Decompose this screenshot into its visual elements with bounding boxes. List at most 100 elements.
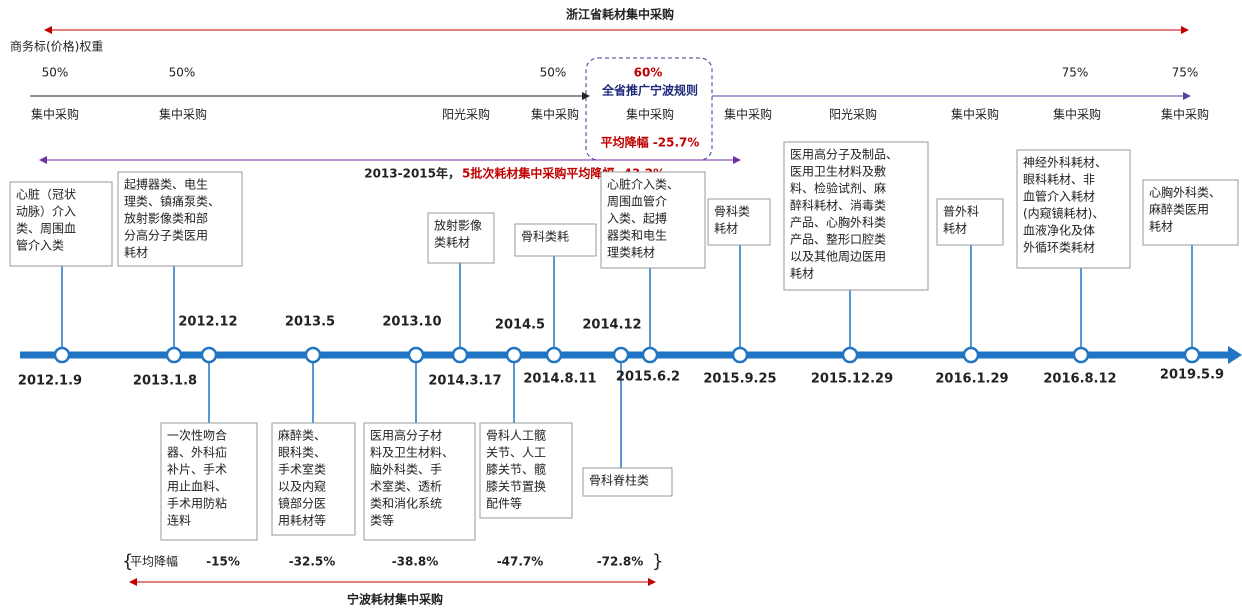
method: 集中采购 [531, 107, 579, 122]
method: 集中采购 [951, 107, 999, 122]
event-text: 外循环类耗材 [1023, 241, 1095, 255]
event-text: 眼科耗材、非 [1023, 173, 1095, 187]
event-text: 眼科类、 [278, 446, 326, 460]
event-date: 2013.5 [285, 315, 335, 330]
event-text: 产品、心胸外科类 [790, 215, 886, 230]
event-node [53, 346, 71, 364]
event-text: 用止血料、 [167, 480, 227, 494]
event-text: 理类、镇痛泵类、 [124, 194, 220, 209]
event-box [582, 467, 673, 497]
drop: -72.8% [597, 555, 644, 569]
event-node [545, 346, 563, 364]
event-text: 醉科耗材、消毒类 [790, 198, 886, 213]
method: 阳光采购 [829, 107, 877, 122]
event-date: 2014.12 [582, 318, 641, 333]
bracket: { [122, 551, 133, 572]
event-date: 2014.3.17 [428, 374, 501, 389]
event-text: 神经外科耗材、 [1023, 156, 1107, 170]
event-text: 入类、起搏 [607, 212, 667, 226]
event-text: 以及内窥 [278, 479, 326, 494]
event-text: 理类耗材 [607, 246, 655, 260]
rule: 全省推广宁波规则 [601, 83, 698, 98]
event-text: 用耗材等 [278, 514, 326, 528]
zhejiang-title: 浙江省耗材集中采购 [566, 7, 674, 22]
event-date: 2012.12 [178, 315, 237, 330]
event-text: 耗材 [943, 222, 967, 236]
event-date: 2015.9.25 [703, 372, 776, 387]
event-text: 术室类、透析 [370, 479, 442, 494]
method: 集中采购 [1161, 107, 1209, 122]
event-text: 麻醉类医用 [1149, 202, 1209, 217]
event-date: 2014.8.11 [523, 372, 596, 387]
event-date: 2015.6.2 [616, 370, 680, 385]
event-text: 手术室类 [278, 462, 326, 477]
event-text: 医用高分子材 [370, 428, 442, 443]
event-box [600, 171, 706, 269]
event-text: 耗材 [790, 267, 814, 281]
bracket: } [652, 551, 663, 572]
weight: 75% [1172, 66, 1199, 80]
drop: -32.5% [289, 555, 336, 569]
weight: 60% [634, 66, 663, 80]
event-text: 脑外科类、手 [370, 463, 442, 477]
event-node [1072, 346, 1090, 364]
event-node [731, 346, 749, 364]
method: 集中采购 [1053, 107, 1101, 122]
event-text: 动脉）介入 [16, 204, 76, 219]
event-node [407, 346, 425, 364]
event-text: 医用高分子及制品、 [790, 147, 898, 162]
method: 阳光采购 [442, 107, 490, 122]
event-text: 镜部分医 [278, 496, 326, 511]
event-text: 配件等 [486, 497, 522, 511]
event-text: 以及其他周边医用 [790, 250, 886, 264]
event-text: 周围血管介 [607, 194, 667, 209]
event-text: 医用卫生材料及敷 [790, 164, 886, 179]
event-box [936, 198, 1004, 246]
event-box [271, 422, 356, 536]
event-box [427, 212, 495, 264]
event-text: (内窥镜耗材)、 [1023, 206, 1104, 221]
drop: -47.7% [497, 555, 544, 569]
event-text: 耗材 [1149, 220, 1173, 234]
event-text: 心脏介入类、 [607, 177, 679, 192]
event-text: 一次性吻合 [167, 428, 227, 443]
event-node [451, 346, 469, 364]
event-text: 类耗材 [434, 236, 470, 250]
event-node [304, 346, 322, 364]
event-node [200, 346, 218, 364]
event-text: 料及卫生材料、 [370, 446, 454, 460]
method: 集中采购 [31, 107, 79, 122]
event-text: 手术用防粘 [167, 496, 227, 511]
event-node [1183, 346, 1201, 364]
event-text: 料、检验试剂、麻 [790, 181, 886, 196]
event-text: 放射影像 [434, 218, 482, 233]
drop-label: 平均降幅 [130, 554, 178, 569]
event-box [783, 141, 929, 291]
event-text: 管介入类 [16, 238, 64, 253]
event-text: 分高分子类医用 [124, 228, 208, 243]
event-text: 类等 [370, 514, 394, 528]
event-box [514, 223, 597, 257]
event-date: 2013.1.8 [133, 374, 197, 389]
event-text: 器类和电生 [607, 229, 667, 243]
weight: 50% [540, 66, 567, 80]
event-text: 血液净化及体 [1023, 223, 1095, 238]
event-text: 产品、整形口腔类 [790, 232, 886, 247]
event-node [641, 346, 659, 364]
event-date: 2016.1.29 [935, 372, 1008, 387]
event-box [1142, 179, 1239, 246]
method: 集中采购 [724, 107, 772, 122]
drop: -15% [206, 555, 240, 569]
event-box [117, 171, 243, 267]
event-box [9, 181, 113, 267]
event-text: 膝关节置换 [486, 480, 546, 494]
timeline-arrow [1228, 346, 1242, 364]
event-text: 放射影像类和部 [124, 211, 208, 226]
event-box [363, 422, 476, 541]
event-node [165, 346, 183, 364]
ningbo-title: 宁波耗材集中采购 [347, 592, 443, 607]
event-text: 起搏器类、电生 [124, 178, 208, 192]
event-text: 血管介入耗材 [1023, 189, 1095, 204]
event-text: 骨科类 [714, 205, 750, 219]
